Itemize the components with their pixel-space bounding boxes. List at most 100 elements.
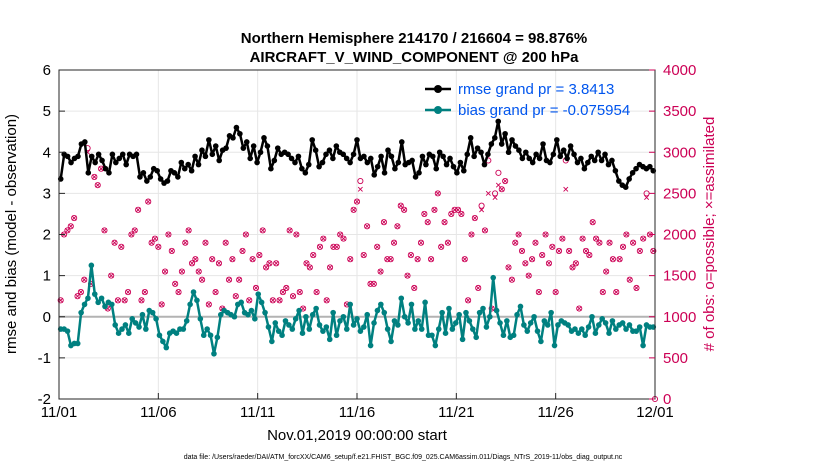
rmse-point-59 (261, 135, 267, 141)
rmse-point-84 (347, 159, 353, 166)
rmse-point-67 (288, 155, 295, 162)
obs-possible-171 (633, 284, 640, 292)
bias-point-122 (473, 334, 480, 341)
obs-possible-30 (158, 301, 165, 308)
bias-point-37 (183, 318, 190, 324)
obs-assimilated-116 (448, 211, 454, 217)
obs-assimilated-31 (162, 268, 168, 275)
obs-possible-147 (552, 289, 559, 296)
obs-possible-2 (64, 227, 71, 234)
obs-assimilated-93 (371, 281, 377, 287)
obs-possible-39 (188, 260, 196, 267)
rmse-point-69 (295, 153, 302, 160)
obs-assimilated-73 (303, 260, 310, 266)
rmse-point-159 (605, 161, 612, 168)
bias-point-19 (122, 322, 129, 328)
rmse-point-44 (209, 151, 216, 158)
rmse-point-60 (264, 143, 271, 149)
bias-point-59 (258, 299, 265, 306)
bias-point-89 (361, 324, 367, 330)
rmse-point-7 (82, 139, 88, 145)
obs-possible-153 (572, 260, 579, 267)
bias-point-91 (367, 342, 374, 349)
rmse-point-85 (350, 151, 357, 158)
obs-possible-24 (138, 297, 145, 304)
obs-assimilated-94 (374, 244, 380, 250)
obs-assimilated-39 (189, 260, 195, 266)
rmse-point-131 (509, 137, 515, 143)
chart-title-line1: Northern Hemisphere 214170 / 216604 = 98… (241, 30, 587, 47)
obs-assimilated-83 (337, 231, 343, 238)
obs-assimilated-130 (495, 182, 501, 188)
obs-assimilated-127 (485, 190, 491, 196)
rmse-point-34 (175, 174, 181, 180)
rmse-series (57, 118, 657, 191)
obs-assimilated-168 (623, 231, 629, 238)
obs-possible-122 (468, 231, 475, 238)
rmse-point-9 (88, 153, 95, 160)
rmse-point-19 (123, 161, 129, 168)
rmse-point-132 (512, 143, 519, 149)
bias-point-99 (395, 322, 401, 328)
rmse-point-143 (550, 151, 557, 158)
bias-point-166 (623, 326, 629, 332)
rmse-point-118 (464, 151, 471, 158)
obs-assimilated-38 (186, 227, 192, 233)
x-tick-label-6: 12/01 (636, 404, 674, 421)
bias-point-86 (350, 322, 357, 328)
rmse-point-2 (64, 153, 71, 160)
y-right-tick-label-4: 2000 (663, 227, 696, 244)
bias-point-15 (108, 301, 115, 308)
bias-point-39 (190, 289, 197, 295)
bias-point-90 (364, 311, 371, 318)
y-right-tick-label-5: 2500 (663, 185, 696, 202)
obs-possible-94 (374, 243, 381, 250)
obs-possible-167 (619, 243, 627, 250)
bias-point-128 (493, 307, 500, 314)
obs-possible-27 (148, 239, 155, 246)
rmse-point-76 (319, 159, 326, 166)
bias-point-115 (449, 326, 456, 332)
bias-point-117 (456, 311, 462, 318)
obs-possible-62 (266, 260, 273, 267)
obs-assimilated-28 (152, 236, 158, 242)
obs-possible-125 (478, 202, 485, 209)
legend-rmse-marker (434, 85, 442, 93)
rmse-point-155 (591, 157, 598, 164)
bias-point-145 (551, 342, 558, 349)
obs-possible-4 (71, 214, 78, 222)
bias-point-29 (156, 332, 163, 339)
obs-possible-64 (273, 260, 280, 267)
obs-assimilated-129 (492, 194, 498, 201)
obs-assimilated-59 (256, 252, 262, 258)
rmse-point-75 (316, 163, 322, 170)
bias-point-20 (126, 330, 132, 337)
rmse-point-110 (436, 149, 443, 156)
bias-point-156 (589, 313, 595, 320)
bias-point-9 (88, 262, 95, 269)
bias-point-65 (279, 332, 285, 339)
bias-point-159 (599, 316, 606, 322)
bias-point-155 (585, 324, 592, 330)
obs-possible-143 (539, 252, 546, 259)
bias-point-68 (289, 326, 296, 332)
obs-assimilated-172 (637, 248, 643, 254)
obs-possible-163 (606, 239, 613, 246)
rmse-point-45 (212, 143, 219, 149)
obs-possible-89 (357, 177, 364, 185)
obs-possible-10 (91, 173, 98, 180)
obs-possible-38 (185, 227, 192, 234)
y-left-tick-label-2: 0 (43, 309, 51, 326)
x-tick-label-4: 11/21 (438, 404, 474, 421)
obs-assimilated-125 (479, 207, 485, 213)
rmse-point-137 (529, 159, 536, 166)
obs-assimilated-131 (499, 186, 505, 192)
rmse-point-158 (602, 151, 608, 158)
bias-point-118 (459, 336, 466, 343)
obs-assimilated-30 (159, 301, 165, 307)
obs-assimilated-145 (546, 260, 552, 266)
obs-possible-108 (421, 210, 428, 217)
obs-assimilated-58 (253, 285, 259, 291)
obs-possible-22 (131, 227, 138, 234)
bias-point-102 (405, 320, 411, 326)
